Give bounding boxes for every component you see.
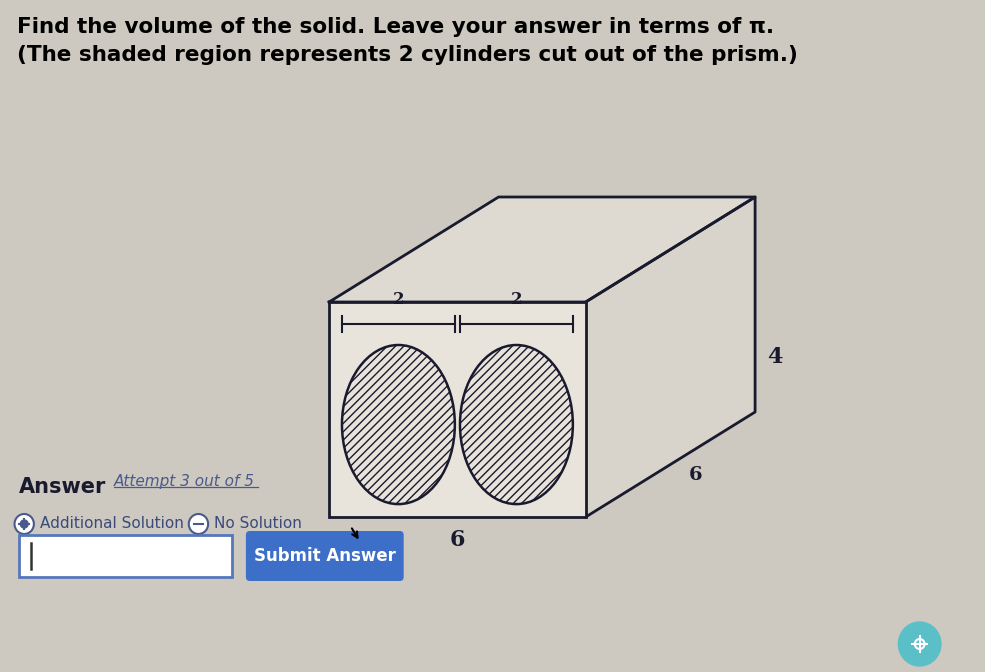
FancyBboxPatch shape — [246, 531, 404, 581]
Text: Submit Answer: Submit Answer — [254, 547, 396, 565]
Polygon shape — [329, 197, 755, 302]
Text: 4: 4 — [766, 346, 782, 368]
Circle shape — [21, 520, 29, 528]
Text: Attempt 3 out of 5: Attempt 3 out of 5 — [114, 474, 255, 489]
FancyBboxPatch shape — [20, 535, 232, 577]
Circle shape — [15, 514, 33, 534]
Text: 2: 2 — [393, 291, 404, 308]
Polygon shape — [586, 197, 755, 517]
Text: 2: 2 — [510, 291, 522, 308]
Bar — [329, 302, 586, 517]
Text: Answer: Answer — [20, 477, 106, 497]
Ellipse shape — [460, 345, 573, 504]
Text: 6: 6 — [689, 466, 702, 484]
Circle shape — [898, 622, 941, 666]
Text: No Solution: No Solution — [214, 517, 301, 532]
Ellipse shape — [342, 345, 455, 504]
Text: 6: 6 — [450, 529, 465, 551]
Text: Find the volume of the solid. Leave your answer in terms of π.: Find the volume of the solid. Leave your… — [18, 17, 774, 37]
Text: Additional Solution: Additional Solution — [39, 517, 183, 532]
Circle shape — [189, 514, 208, 534]
Text: (The shaded region represents 2 cylinders cut out of the prism.): (The shaded region represents 2 cylinder… — [18, 45, 798, 65]
